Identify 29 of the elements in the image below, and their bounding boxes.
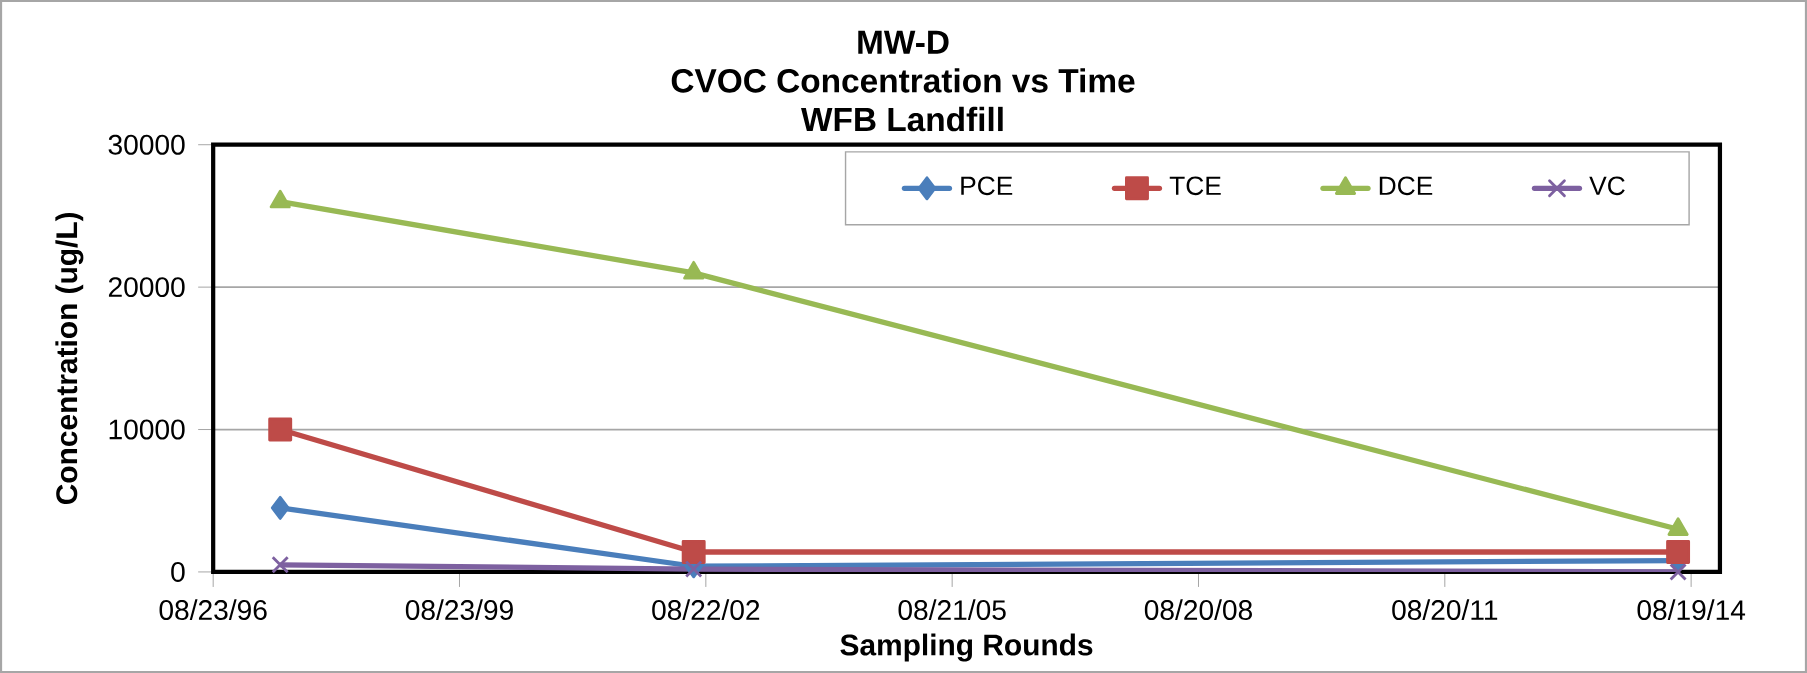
x-tick-label: 08/20/11 xyxy=(1392,599,1498,620)
y-tick-label: 20000 xyxy=(108,277,185,297)
legend-label: DCE xyxy=(1379,176,1433,195)
point xyxy=(270,495,290,520)
x-tick-label: 08/19/14 xyxy=(1637,599,1746,620)
point xyxy=(1666,539,1691,564)
text: WFB Landfill xyxy=(801,106,1003,132)
x-tick-label: 08/23/96 xyxy=(159,599,267,620)
x-tick-label: 08/22/02 xyxy=(652,599,760,620)
chart-subtitle: CVOC Concentration vs Time xyxy=(671,67,1135,93)
y-tick-label: 30000 xyxy=(108,134,185,155)
point xyxy=(271,555,290,574)
point xyxy=(684,560,703,578)
x-tick-label: 08/21/05 xyxy=(898,599,1006,620)
x-tick-label: 08/23/99 xyxy=(405,599,513,620)
x-tick-label: 08/20/08 xyxy=(1144,599,1252,620)
point xyxy=(681,539,706,564)
point xyxy=(683,260,705,280)
point xyxy=(269,189,291,209)
x-axis-title: Sampling Rounds xyxy=(840,633,1093,662)
legend-label: VC xyxy=(1589,176,1625,195)
point xyxy=(268,417,293,442)
legend-label: PCE xyxy=(961,176,1013,195)
y-tick-label: 0 xyxy=(171,561,185,582)
y-axis-title: Concentration (ug/L) xyxy=(55,212,84,504)
point xyxy=(1669,562,1687,581)
chart-title: MW-D xyxy=(858,30,949,54)
y-tick-label: 10000 xyxy=(109,419,185,440)
legend-label: TCE xyxy=(1169,176,1221,195)
